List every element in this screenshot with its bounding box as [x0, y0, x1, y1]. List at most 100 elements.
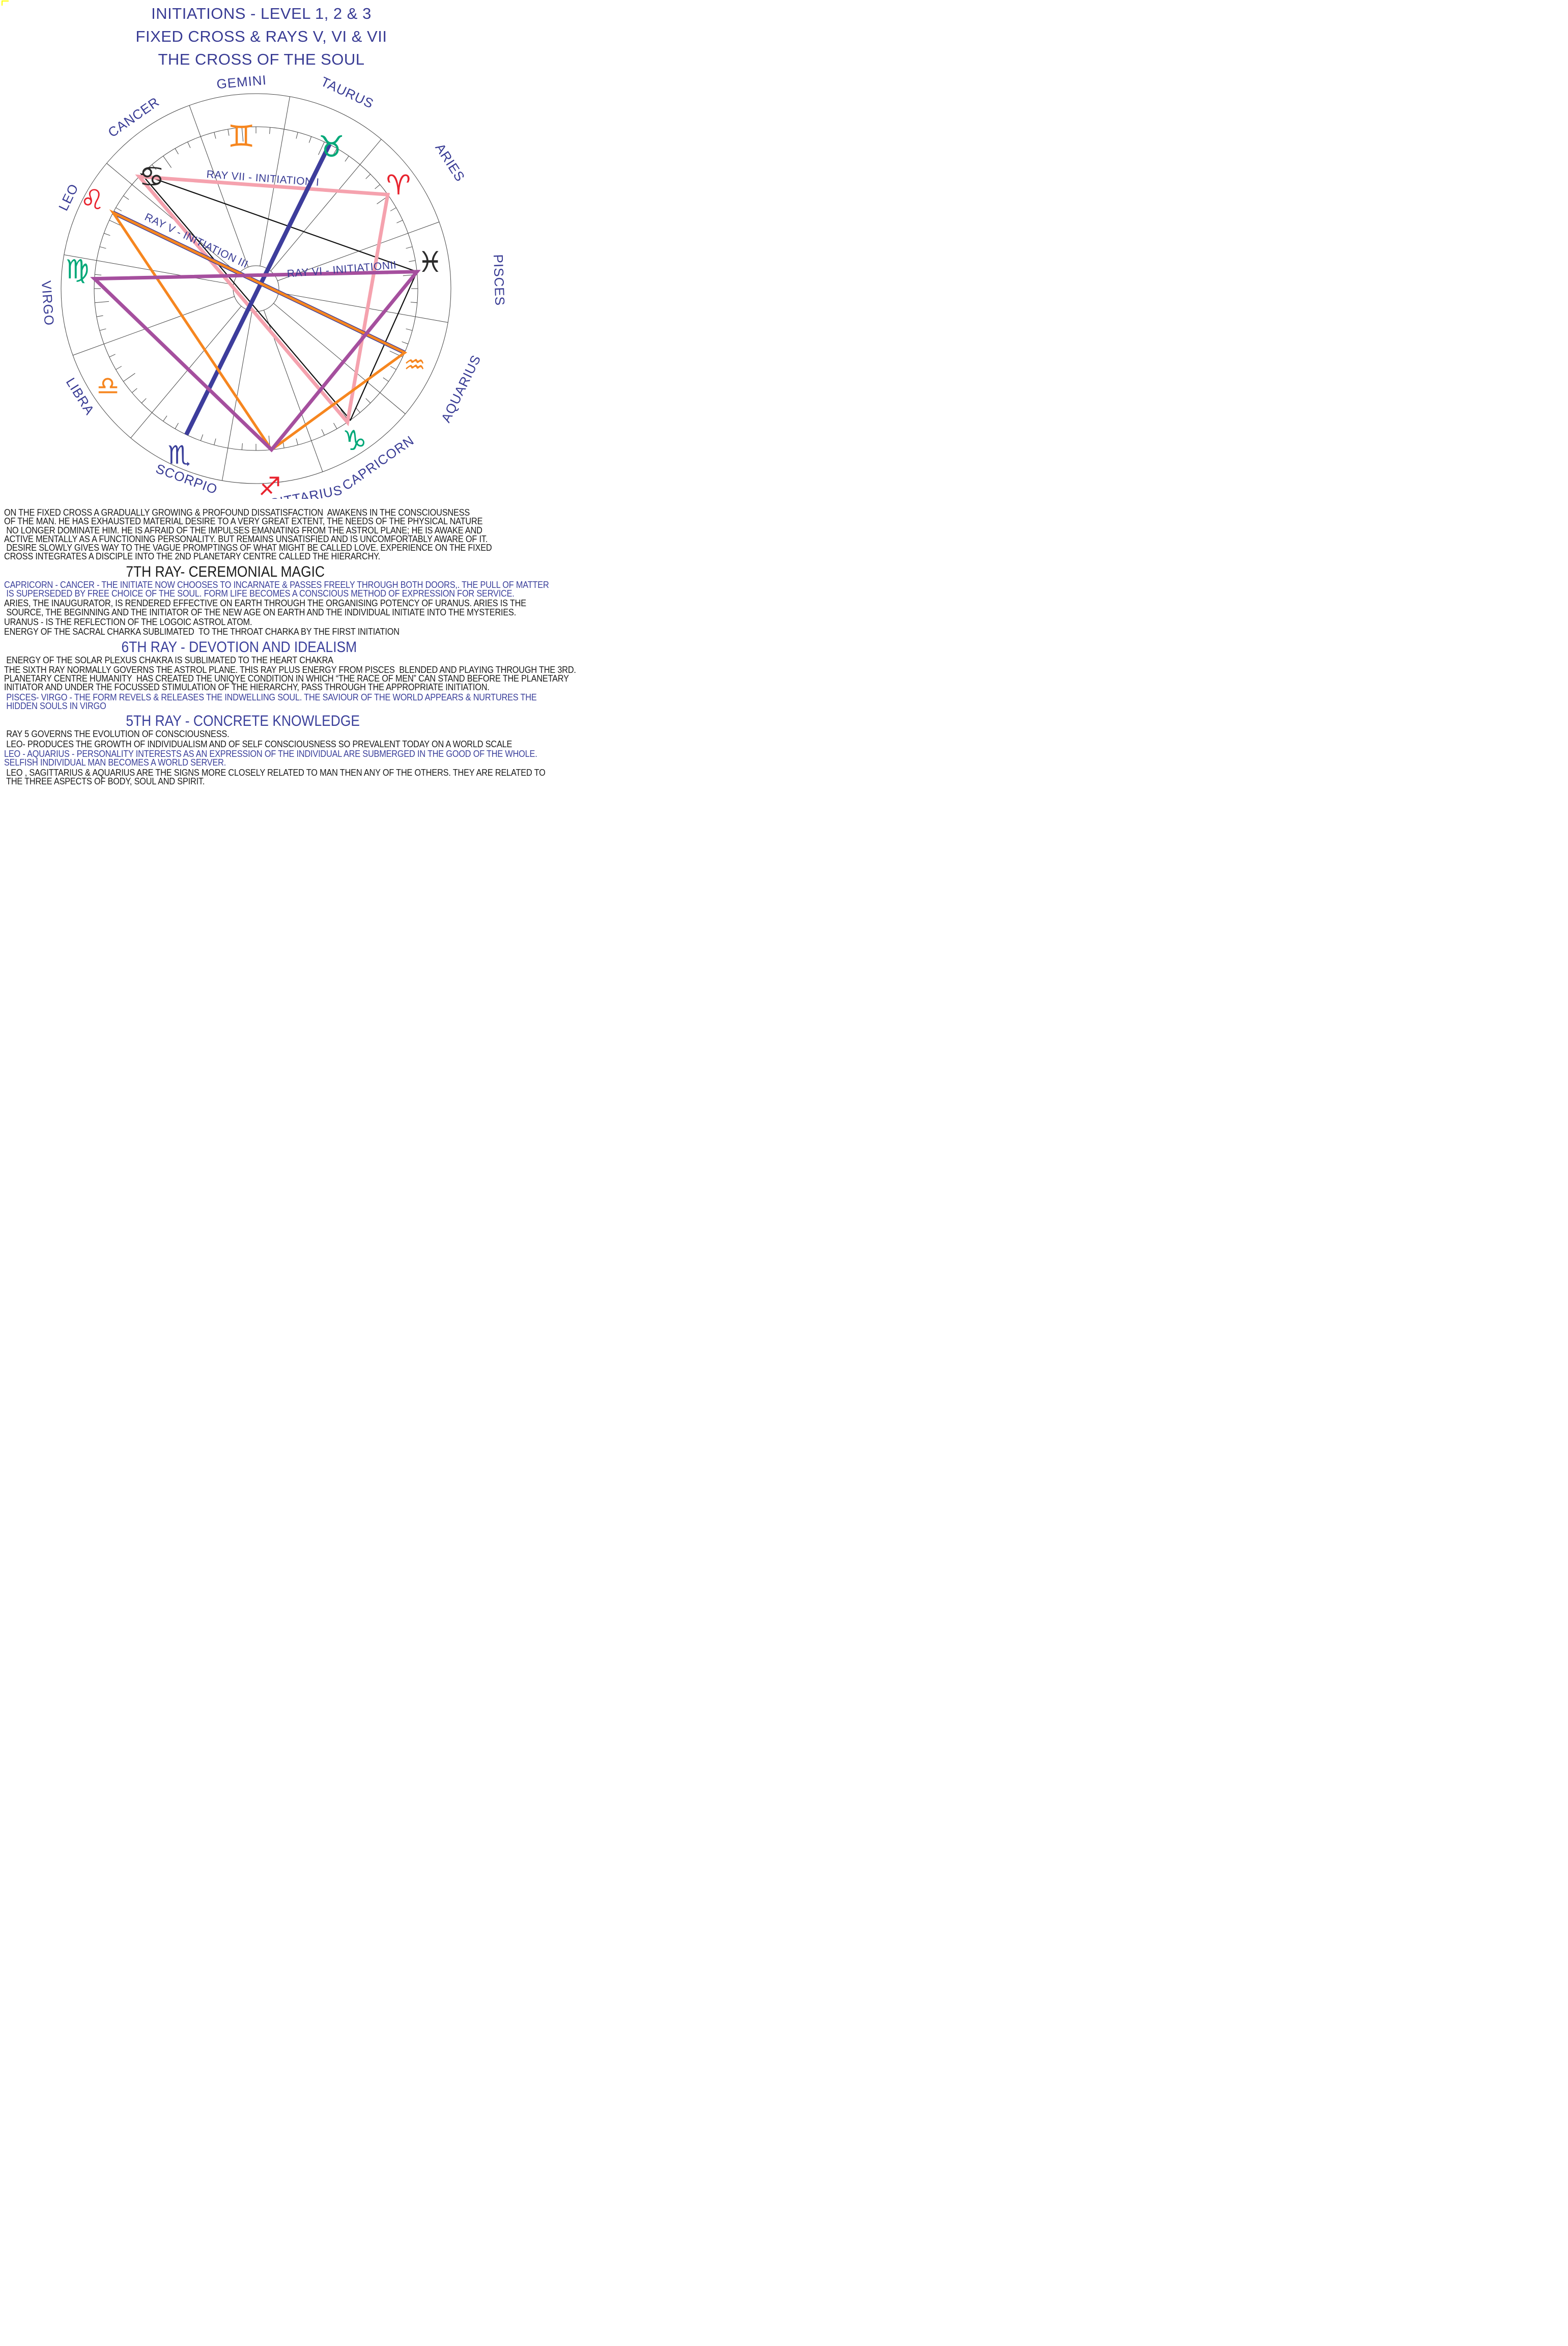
degree-tick: [96, 315, 103, 317]
ray-label-ray-vi: RAY VI - INITIATIONII: [287, 259, 397, 280]
degree-tick: [296, 132, 298, 139]
degree-tick: [308, 136, 312, 143]
degree-tick: [406, 246, 413, 249]
degree-tick: [345, 156, 349, 162]
ray-label-ray-v: RAY V - INITIATION III: [143, 211, 250, 271]
degree-tick: [99, 246, 106, 249]
page-title: INITIATIONS - LEVEL 1, 2 & 3: [151, 5, 372, 22]
sector-spoke: [189, 105, 249, 267]
sign-label-libra: LIBRA: [63, 375, 98, 418]
degree-tick: [141, 398, 147, 404]
sector-spoke: [278, 292, 448, 323]
degree-tick: [402, 341, 408, 345]
degree-tick: [123, 373, 135, 382]
commentary-line: PLANETARY CENTRE HUMANITY HAS CREATED TH…: [4, 673, 569, 684]
degree-tick: [175, 422, 179, 429]
page-subtitle-2: THE CROSS OF THE SOUL: [158, 50, 365, 68]
commentary-paragraph: ARIES, THE INAUGURATOR, IS RENDERED EFFE…: [4, 598, 526, 617]
section-heading-text: 6TH RAY - DEVOTION AND IDEALISM: [121, 638, 357, 656]
commentary-line: IS SUPERSEDED BY FREE CHOICE OF THE SOUL…: [4, 588, 515, 599]
degree-tick: [318, 142, 325, 155]
commentary-paragraph: PISCES- VIRGO - THE FORM REVELS & RELEAS…: [4, 691, 537, 712]
degree-tick: [116, 366, 122, 370]
gemini-glyph-icon: ♊: [227, 119, 255, 154]
degree-tick: [109, 354, 116, 357]
section-heading: 5TH RAY - CONCRETE KNOWLEDGE: [4, 713, 519, 730]
commentary-line: PISCES- VIRGO - THE FORM REVELS & RELEAS…: [4, 691, 537, 702]
virgo-glyph-icon: ♍: [66, 255, 90, 285]
commentary-line: SELFISH INDIVIDUAL MAN BECOMES A WORLD S…: [4, 757, 226, 768]
corner-mark-horizontal: [2, 1, 9, 2]
page-subtitle-1: FIXED CROSS & RAYS V, VI & VII: [135, 27, 387, 45]
degree-tick: [175, 148, 179, 155]
commentary-paragraph: URANUS - IS THE REFLECTION OF THE LOGOIC…: [4, 616, 519, 627]
degree-tick: [241, 127, 244, 142]
sector-spoke: [270, 139, 382, 271]
sign-label-taurus: TAURUS: [319, 74, 376, 111]
sector-spoke: [260, 96, 290, 266]
degree-tick: [375, 184, 380, 189]
commentary-paragraph: LEO , SAGITTARIUS & AQUARIUS ARE THE SIG…: [4, 768, 546, 786]
degree-tick: [321, 429, 325, 436]
commentary-line: INITIATOR AND UNDER THE FOCUSSED STIMULA…: [4, 682, 490, 693]
page: INITIATIONS - LEVEL 1, 2 & 3 FIXED CROSS…: [0, 0, 576, 786]
commentary-paragraph: THE SIXTH RAY NORMALLY GOVERNS THE ASTRO…: [4, 665, 576, 693]
corner-mark-vertical: [2, 1, 3, 6]
sign-label-virgo: VIRGO: [39, 280, 57, 326]
degree-tick: [355, 407, 360, 413]
sector-spoke: [72, 296, 235, 356]
capricorn-glyph-icon: ♑: [343, 425, 367, 457]
commentary-line: HIDDEN SOULS IN VIRGO: [4, 700, 106, 712]
outer-circle: [61, 93, 451, 484]
scorpio-glyph-icon: ♏: [168, 440, 191, 470]
commentary-line: URANUS - IS THE REFLECTION OF THE LOGOIC…: [4, 616, 252, 627]
commentary-paragraph: CAPRICORN - CANCER - THE INITIATE NOW CH…: [4, 580, 549, 599]
commentary-text-block: ON THE FIXED CROSS A GRADUALLY GROWING &…: [4, 507, 576, 786]
zodiac-wheel-diagram: ♈ ♉ ♊ ♋ ♌ ♍ ♎ ♏ ♐ ♑ ♒ ♓ ARIES TAURUS GEMINI CANCER LEO VI…: [39, 72, 508, 499]
degree-tick: [296, 438, 298, 445]
commentary-line: CROSS INTEGRATES A DISCIPLE INTO THE 2ND…: [4, 551, 381, 562]
commentary-paragraph: ON THE FIXED CROSS A GRADUALLY GROWING &…: [4, 507, 519, 562]
ray-line-pink-triangle-cancer-aries-capricorn: [135, 174, 390, 427]
degree-tick: [214, 438, 216, 445]
ray-line-purple-triangle-virgo-sagittarius-pisces: [90, 270, 421, 453]
commentary-paragraph: RAY 5 GOVERNS THE EVOLUTION OF CONSCIOUS…: [4, 728, 519, 740]
aries-glyph-icon: ♈: [386, 169, 411, 201]
commentary-line: RAY 5 GOVERNS THE EVOLUTION OF CONSCIOUS…: [4, 728, 230, 740]
section-heading: 6TH RAY - DEVOTION AND IDEALISM: [4, 638, 519, 656]
degree-tick: [200, 434, 204, 441]
degree-tick: [152, 164, 157, 170]
degree-tick: [95, 274, 102, 275]
sign-label-aquarius: AQUARIUS: [438, 352, 484, 425]
commentary-line: SOURCE, THE BEGINNING AND THE INITIATOR …: [4, 606, 517, 617]
degree-tick: [163, 156, 172, 168]
ray-line-navy-thick-taurus-scorpio: [184, 143, 332, 436]
sagittarius-glyph-icon: ♐: [259, 472, 281, 499]
title-block: INITIATIONS - LEVEL 1, 2 & 3 FIXED CROSS…: [0, 2, 523, 71]
sign-label-pisces: PISCES: [491, 254, 508, 306]
degree-tick: [187, 142, 191, 148]
sector-spoke: [130, 306, 242, 438]
commentary-line: NO LONGER DOMINATE HIM. HE IS AFRAID OF …: [4, 524, 482, 535]
commentary-line: ACTIVE MENTALLY AS A FUNCTIONING PERSONA…: [4, 533, 488, 544]
degree-tick: [214, 132, 216, 139]
taurus-glyph-icon: ♉: [318, 129, 345, 164]
degree-tick: [163, 415, 167, 421]
commentary-paragraph: ENERGY OF THE SACRAL CHARKA SUBLIMATED T…: [4, 627, 519, 636]
aquarius-glyph-icon: ♒: [404, 351, 425, 379]
degree-tick: [396, 220, 403, 223]
ray-line-black-triangle-cancer-pisces-capricorn: [139, 173, 418, 421]
degree-tick: [132, 388, 137, 393]
degree-tick: [99, 328, 106, 331]
degree-tick: [383, 377, 389, 382]
commentary-paragraph: LEO- PRODUCES THE GROWTH OF INDIVIDUALIS…: [4, 739, 519, 749]
sign-label-cancer: CANCER: [105, 94, 162, 140]
sign-label-aries: ARIES: [432, 140, 468, 184]
degree-tick: [104, 233, 110, 236]
libra-glyph-icon: ♎: [97, 371, 120, 401]
degree-tick: [410, 302, 417, 303]
sector-spoke: [273, 303, 406, 414]
commentary-line: ARIES, THE INAUGURATOR, IS RENDERED EFFE…: [4, 598, 526, 609]
section-heading-text: 5TH RAY - CONCRETE KNOWLEDGE: [126, 713, 360, 730]
commentary-line: ENERGY OF THE SACRAL CHARKA SUBLIMATED T…: [4, 626, 400, 637]
